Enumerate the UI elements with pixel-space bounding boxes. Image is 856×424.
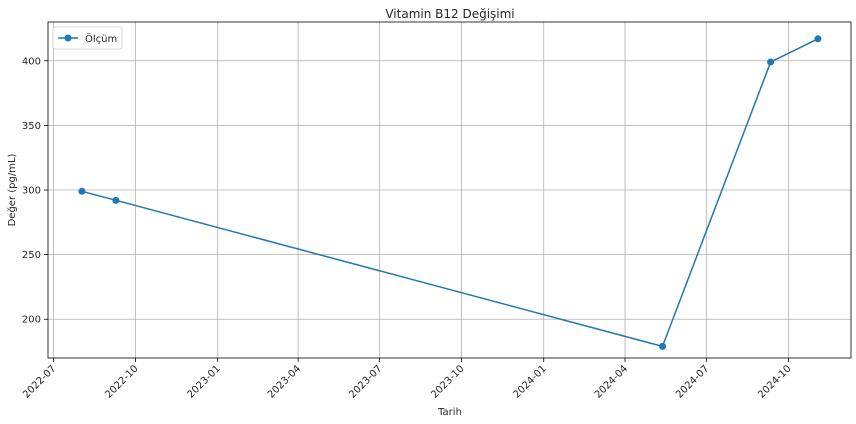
- y-tick-label: 200: [22, 315, 41, 326]
- legend-box: [52, 26, 123, 50]
- chart-title: Vitamin B12 Değişimi: [385, 7, 514, 21]
- grid: [48, 22, 851, 358]
- y-tick-label: 300: [22, 186, 41, 197]
- y-tick-label: 250: [22, 250, 41, 261]
- data-point: [78, 187, 86, 195]
- series-layer: [78, 35, 822, 350]
- x-axis-title: Tarih: [437, 407, 462, 418]
- data-point: [767, 58, 775, 66]
- legend: Ölçüm: [52, 26, 123, 50]
- data-point: [814, 35, 822, 43]
- y-axis-ticks: 200 250 300 350 400: [22, 56, 48, 326]
- data-point: [659, 342, 667, 350]
- y-tick-label: 350: [22, 121, 41, 132]
- legend-marker: [64, 34, 72, 42]
- y-tick-label: 400: [22, 56, 41, 67]
- data-point: [112, 196, 120, 204]
- y-axis-title: Değer (pg/mL): [6, 153, 18, 226]
- legend-label: Ölçüm: [85, 32, 117, 45]
